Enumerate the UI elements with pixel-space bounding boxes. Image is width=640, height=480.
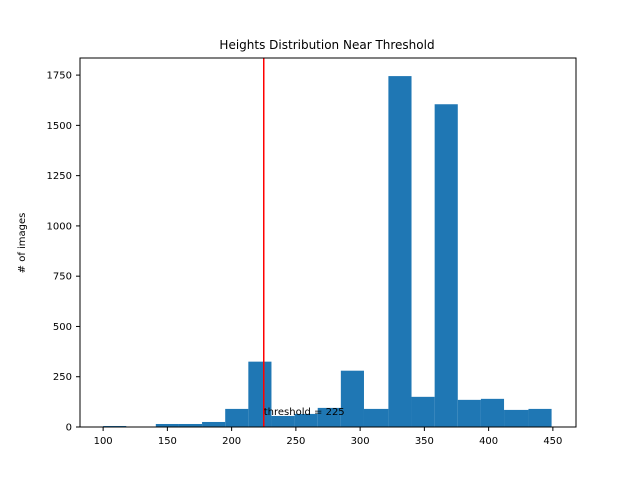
x-tick-label: 450 [543,436,562,447]
y-tick-label: 1000 [47,221,72,232]
histogram-bar-6 [248,361,272,427]
histogram-bar-0 [103,425,127,427]
x-tick-label: 150 [158,436,177,447]
axes-frame [79,57,577,428]
threshold-annotation: threshold = 225 [264,407,345,418]
histogram-bar-16 [480,398,505,427]
y-tick-label: 1250 [47,171,72,182]
histogram-bar-10 [340,370,364,427]
histogram-bar-8 [294,413,318,427]
y-tick-label: 250 [53,372,72,383]
histogram-bar-15 [457,399,481,427]
histogram-bar-7 [271,415,295,427]
histogram-bar-9 [317,407,341,427]
histogram-bar-12 [388,76,412,428]
y-tick-label: 500 [53,322,72,333]
x-tick-label: 300 [351,436,370,447]
y-tick-label: 0 [66,423,72,434]
x-tick-label: 100 [94,436,113,447]
histogram-bar-4 [202,421,226,427]
y-tick-label: 750 [53,272,72,283]
chart-title: Heights Distribution Near Threshold [219,38,434,52]
x-tick-label: 200 [222,436,241,447]
y-axis-label: # of images [17,213,28,274]
histogram-bar-2 [155,423,179,427]
histogram-bar-5 [225,408,249,427]
x-tick-label: 350 [415,436,434,447]
bars-group [103,76,552,428]
histogram-bar-14 [434,104,458,428]
y-tick-label: 1750 [47,71,72,82]
histogram-bar-17 [504,409,529,427]
x-tick-label: 250 [286,436,305,447]
histogram-bar-3 [178,423,203,427]
ticks-group: 100 150 200 250 300 350 400 450 0 250 500 750 1000 12… [47,71,563,447]
histogram-bar-18 [528,408,552,427]
histogram-bar-13 [411,396,435,427]
histogram-bar-11 [363,408,389,427]
x-tick-label: 400 [479,436,498,447]
y-tick-label: 1500 [47,121,72,132]
